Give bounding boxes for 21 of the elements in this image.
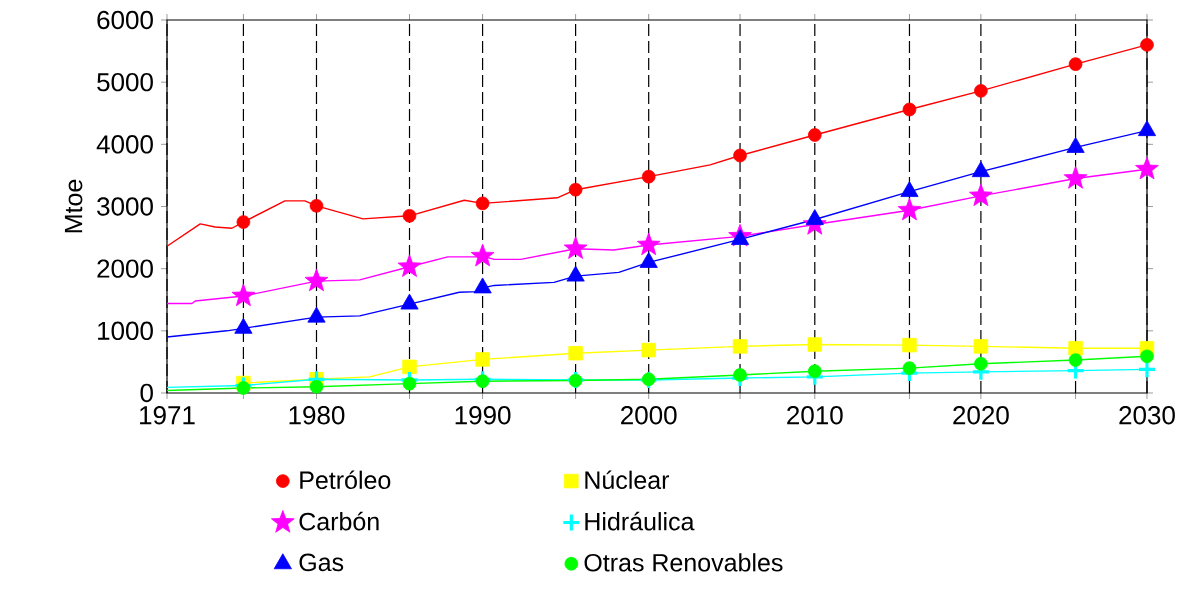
y-tick-label: 6000 (97, 10, 153, 30)
x-tick-label: 1990 (455, 406, 511, 425)
y-tick-label: 3000 (97, 197, 153, 216)
x-tick-label: 2020 (953, 406, 1009, 425)
legend-label: Carbón (299, 511, 379, 531)
legend-label: Gas (299, 553, 344, 572)
x-tick-label: 2030 (1119, 406, 1175, 425)
legend-label: Núclear (585, 470, 670, 490)
y-axis-title: Mtoe (64, 179, 83, 233)
legend-label: Otras Renovables (584, 553, 783, 572)
y-tick-label: 1000 (98, 321, 153, 341)
y-tick-label: 2000 (97, 259, 153, 278)
x-tick-label: 1971 (140, 406, 195, 425)
x-tick-label: 2000 (621, 406, 677, 425)
y-tick-label: 4000 (96, 135, 153, 154)
y-tick-label: 5000 (97, 72, 153, 92)
x-tick-label: 2010 (787, 406, 843, 425)
x-tick-label: 1980 (289, 406, 345, 425)
legend-label: Petróleo (300, 470, 391, 490)
legend-label: Hidráulica (585, 511, 695, 531)
y-tick-label: 0 (140, 383, 153, 403)
